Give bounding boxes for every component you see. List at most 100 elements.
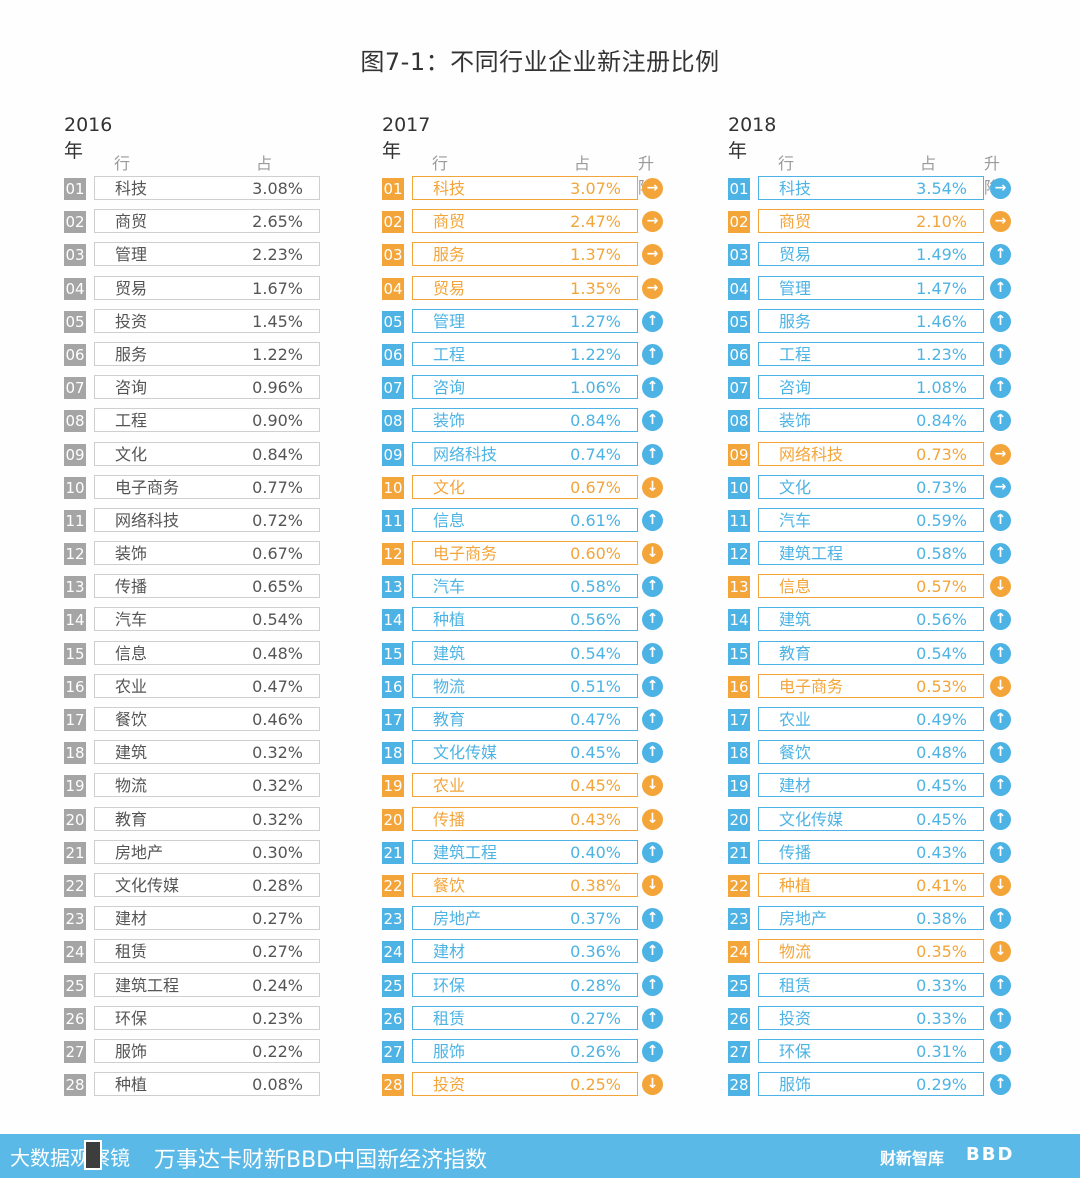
rank-badge: 06 [64,343,86,366]
share-value: 0.43% [916,842,967,862]
share-value: 0.56% [916,610,967,630]
share-value: 0.67% [570,477,621,497]
rank-badge: 21 [728,841,750,864]
share-value: 0.84% [570,411,621,431]
row-box: 建筑 0.54% [412,640,638,665]
industry-name: 教育 [115,809,148,829]
rank-badge: 09 [64,443,86,466]
share-value: 0.45% [916,776,967,796]
industry-name: 科技 [433,179,466,198]
footer-brand-bbd: BBD [966,1144,1015,1165]
row-box: 服饰 0.26% [412,1038,638,1063]
share-value: 3.07% [570,179,621,198]
share-value: 0.32% [252,809,303,829]
row-box: 工程 1.23% [758,341,984,366]
trend-up-icon: ↑ [642,1007,663,1029]
share-value: 0.27% [252,942,303,962]
rank-badge: 11 [382,509,404,532]
trend-up-icon: ↑ [990,642,1011,664]
rank-badge: 21 [382,841,404,864]
trend-down-icon: ↓ [990,675,1011,697]
industry-name: 建筑 [779,610,812,630]
row-box: 传播 0.65% [94,574,320,599]
footer-brand-caixin: 财新智库 [880,1149,945,1168]
share-value: 0.58% [570,577,621,597]
trend-up-icon: ↑ [990,1040,1011,1062]
row-box: 咨询 1.06% [412,375,638,400]
rank-badge: 25 [382,974,404,997]
trend-up-icon: ↑ [642,310,663,332]
industry-name: 餐饮 [779,743,812,763]
row-box: 网络科技 0.74% [412,441,638,466]
rank-badge: 02 [728,211,750,234]
rank-badge: 14 [64,609,86,632]
row-box: 管理 1.47% [758,275,984,300]
row-box: 建材 0.36% [412,939,638,964]
industry-name: 汽车 [115,610,148,630]
rank-badge: 03 [64,244,86,267]
trend-up-icon: ↑ [642,908,663,930]
share-value: 0.60% [570,544,621,564]
panel-year: 2017年 [382,114,431,162]
industry-name: 环保 [433,975,466,995]
row-box: 文化传媒 0.28% [94,872,320,897]
share-value: 1.49% [916,245,967,265]
rank-badge: 03 [728,244,750,267]
rank-badge: 03 [382,244,404,267]
share-value: 0.27% [570,1008,621,1028]
rank-badge: 13 [382,576,404,599]
row-box: 商贸 2.47% [412,209,638,234]
row-box: 教育 0.32% [94,806,320,831]
share-value: 0.84% [916,411,967,431]
rank-badge: 02 [64,211,86,234]
industry-name: 投资 [779,1008,812,1028]
trend-down-icon: ↓ [642,543,663,565]
rank-badge: 16 [64,675,86,698]
industry-name: 汽车 [779,510,812,530]
share-value: 3.08% [252,179,303,198]
trend-up-icon: ↑ [990,377,1011,399]
trend-up-icon: ↑ [642,841,663,863]
industry-name: 贸易 [433,278,466,298]
chart-title: 图7-1：不同行业企业新注册比例 [360,48,720,76]
rank-badge: 01 [728,178,750,200]
industry-name: 贸易 [779,245,812,265]
share-value: 0.84% [252,444,303,464]
industry-name: 工程 [433,344,466,364]
row-box: 环保 0.31% [758,1038,984,1063]
footer-bar: 大数据观察镜 万事达卡财新BBD中国新经济指数 财新智库 BBD [0,1134,1080,1178]
rank-badge: 28 [382,1074,404,1097]
share-value: 0.51% [570,676,621,696]
share-value: 3.54% [916,179,967,198]
trend-up-icon: ↑ [990,974,1011,996]
share-value: 0.37% [570,909,621,929]
rank-badge: 12 [728,543,750,566]
rank-badge: 19 [382,775,404,798]
row-box: 科技 3.54% [758,176,984,200]
industry-name: 建筑 [115,743,148,763]
row-box: 建筑工程 0.24% [94,972,320,997]
industry-name: 商贸 [779,212,812,232]
row-box: 餐饮 0.46% [94,707,320,731]
industry-name: 农业 [779,710,812,729]
trend-up-icon: ↑ [990,509,1011,531]
industry-name: 文化传媒 [433,743,498,763]
row-box: 汽车 0.59% [758,507,984,532]
row-box: 电子商务 0.53% [758,673,984,698]
row-box: 信息 0.61% [412,507,638,532]
row-box: 种植 0.41% [758,872,984,897]
rank-badge: 26 [728,1007,750,1030]
row-box: 教育 0.54% [758,640,984,665]
row-box: 网络科技 0.73% [758,441,984,466]
share-value: 0.56% [570,610,621,630]
industry-name: 文化传媒 [115,875,180,895]
rank-badge: 20 [382,808,404,831]
share-value: 0.33% [916,975,967,995]
industry-name: 电子商务 [433,544,498,564]
trend-down-icon: ↓ [642,874,663,896]
share-value: 1.23% [916,344,967,364]
share-value: 0.38% [916,909,967,929]
share-value: 1.22% [252,344,303,364]
industry-name: 教育 [433,710,466,729]
industry-name: 租赁 [115,942,148,962]
